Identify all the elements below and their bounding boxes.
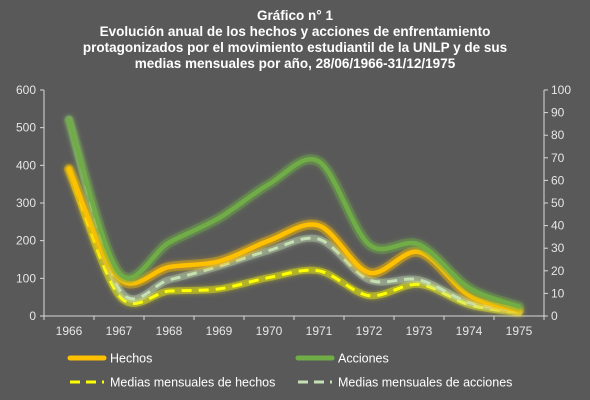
x-tick-label: 1971 bbox=[306, 324, 333, 338]
chart-title-line: Evolución anual de los hechos y acciones… bbox=[99, 24, 491, 39]
x-tick-label: 1974 bbox=[456, 324, 483, 338]
x-tick-label: 1970 bbox=[256, 324, 283, 338]
y-right-tick-label: 40 bbox=[551, 219, 565, 233]
series-acciones-line bbox=[66, 117, 522, 309]
y-right-tick-label: 20 bbox=[551, 264, 565, 278]
y-right-tick-label: 100 bbox=[551, 83, 571, 97]
legend-entry-label: Acciones bbox=[338, 352, 389, 366]
y-left-tick-label: 200 bbox=[16, 234, 36, 248]
legend-entry-label: Hechos bbox=[110, 352, 152, 366]
x-tick-label: 1968 bbox=[156, 324, 183, 338]
y-right-tick-label: 0 bbox=[551, 309, 558, 323]
y-right-tick-label: 30 bbox=[551, 241, 565, 255]
y-right-tick-label: 60 bbox=[551, 173, 565, 187]
chart-title-line: Gráfico n° 1 bbox=[257, 8, 333, 23]
y-left-tick-label: 500 bbox=[16, 121, 36, 135]
y-left-tick-label: 400 bbox=[16, 158, 36, 172]
x-tick-label: 1973 bbox=[406, 324, 433, 338]
y-right-tick-label: 50 bbox=[551, 196, 565, 210]
chart-title-line: medias mensuales por año, 28/06/1966-31/… bbox=[134, 56, 456, 71]
y-right-tick-label: 70 bbox=[551, 151, 565, 165]
y-left-tick-label: 100 bbox=[16, 271, 36, 285]
x-tick-label: 1972 bbox=[356, 324, 383, 338]
chart-title-line: protagonizados por el movimiento estudia… bbox=[82, 40, 508, 55]
chart-title: Gráfico n° 1 Evolución anual de los hech… bbox=[0, 8, 590, 72]
legend-entry-label: Medias mensuales de acciones bbox=[338, 376, 512, 390]
x-tick-label: 1969 bbox=[206, 324, 233, 338]
series-medias-mensuales-de-acciones-line bbox=[67, 118, 520, 313]
y-left-tick-label: 0 bbox=[29, 309, 36, 323]
series-medias-mensuales-de-hechos-line bbox=[67, 168, 520, 315]
legend-entry-label: Medias mensuales de hechos bbox=[110, 376, 275, 390]
y-right-tick-label: 10 bbox=[551, 286, 565, 300]
y-right-tick-label: 80 bbox=[551, 128, 565, 142]
y-left-tick-label: 300 bbox=[16, 196, 36, 210]
x-tick-label: 1975 bbox=[506, 324, 533, 338]
x-tick-label: 1966 bbox=[56, 324, 83, 338]
y-left-tick-label: 600 bbox=[16, 83, 36, 97]
series-acciones-line-glow bbox=[64, 115, 524, 312]
y-right-tick-label: 90 bbox=[551, 106, 565, 120]
x-tick-label: 1967 bbox=[106, 324, 133, 338]
